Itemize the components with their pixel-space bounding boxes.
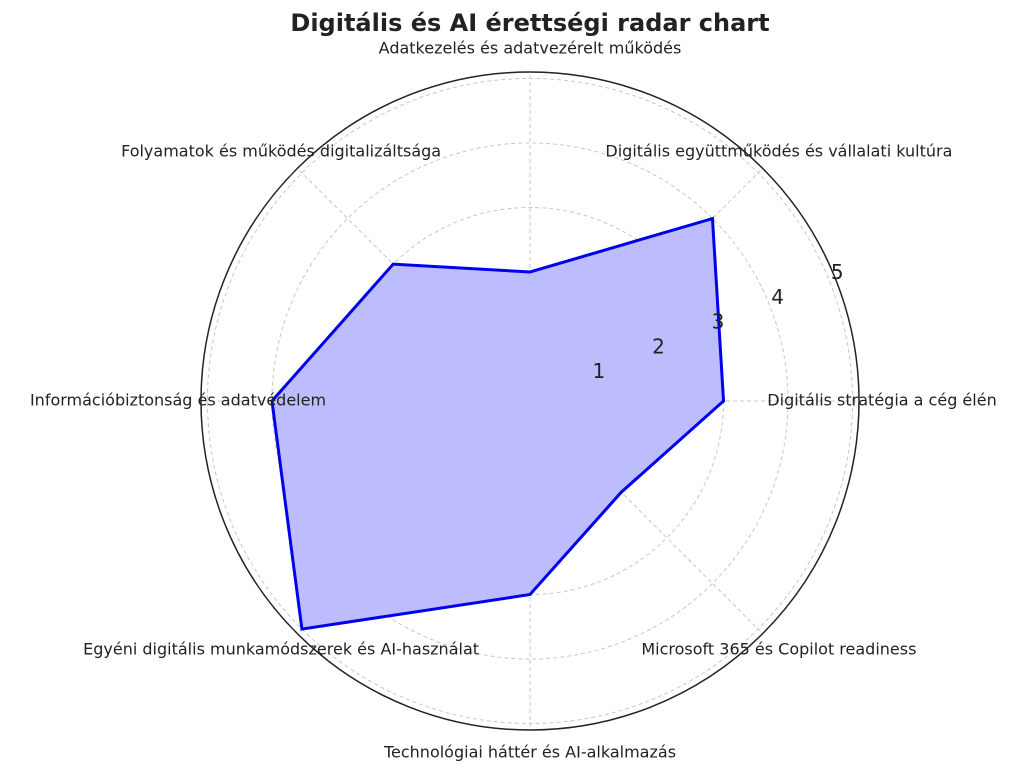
r-tick-label: 5 — [831, 260, 844, 284]
chart-title: Digitális és AI érettségi radar chart — [290, 9, 769, 37]
axis-label: Technológiai háttér és AI-alkalmazás — [383, 743, 676, 762]
axis-label: Információbiztonság és adatvédelem — [30, 391, 326, 410]
r-tick-label: 3 — [712, 310, 725, 334]
r-tick-label: 4 — [771, 285, 784, 309]
axis-label: Folyamatok és működés digitalizáltsága — [121, 142, 441, 161]
outer-frame — [200, 71, 860, 731]
grid-circle — [271, 142, 789, 660]
radar-area — [270, 216, 726, 631]
grid-spoke — [529, 400, 763, 634]
axis-label: Digitális együttműködés és vállalati kul… — [605, 142, 952, 161]
axis-label: Adatkezelés és adatvezérelt működés — [379, 39, 682, 58]
axis-label: Egyéni digitális munkamódszerek és AI-ha… — [83, 639, 479, 658]
r-tick-label: 2 — [652, 334, 665, 358]
axis-label: Digitális stratégia a cég élén — [767, 391, 996, 410]
r-tick-label: 1 — [592, 359, 605, 383]
axis-label: Microsoft 365 és Copilot readiness — [641, 639, 916, 658]
